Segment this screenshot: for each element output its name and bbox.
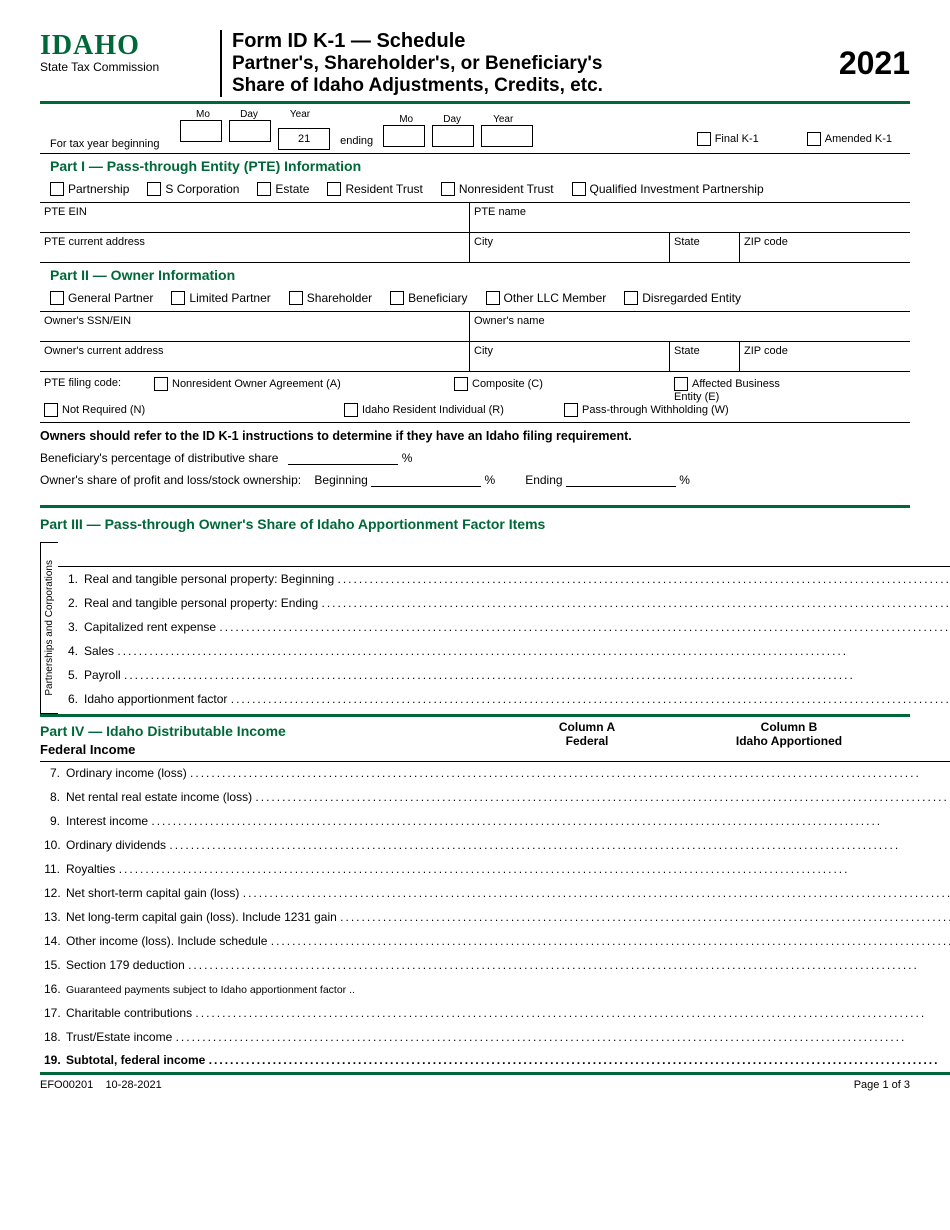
ending-pct-input[interactable]	[566, 473, 676, 487]
owner-share-row: Owner's share of profit and loss/stock o…	[40, 469, 910, 508]
part3-header: Part III — Pass-through Owner's Share of…	[40, 508, 910, 542]
title-line3: Share of Idaho Adjustments, Credits, etc…	[232, 75, 839, 97]
code-n-checkbox[interactable]	[44, 403, 58, 417]
code-w-checkbox[interactable]	[564, 403, 578, 417]
begin-day-input[interactable]	[229, 120, 271, 142]
part1-entity-types: PartnershipS CorporationEstateResident T…	[40, 178, 910, 203]
beneficiary-pct-input[interactable]	[288, 451, 398, 465]
filing-code-row: PTE filing code: Nonresident Owner Agree…	[40, 372, 910, 423]
owner-type-checkbox[interactable]	[390, 291, 404, 305]
owner-name-label[interactable]: Owner's name	[470, 312, 910, 341]
part2-owner-types: General PartnerLimited PartnerShareholde…	[40, 287, 910, 312]
part4-header: Part IV — Idaho Distributable Income	[40, 720, 466, 742]
form-title: Form ID K-1 — Schedule Partner's, Shareh…	[220, 30, 839, 97]
pte-address-label[interactable]: PTE current address	[40, 233, 470, 262]
form-header: IDAHO State Tax Commission Form ID K-1 —…	[40, 30, 910, 104]
filing-instruction: Owners should refer to the ID K-1 instru…	[40, 423, 910, 447]
ending-label: ending	[340, 135, 373, 147]
pte-name-label[interactable]: PTE name	[470, 203, 910, 232]
logo-text: IDAHO	[40, 30, 220, 62]
code-a-checkbox[interactable]	[154, 377, 168, 391]
entity-type-checkbox[interactable]	[147, 182, 161, 196]
owner-type-checkbox[interactable]	[171, 291, 185, 305]
owner-state-label[interactable]: State	[670, 342, 740, 371]
begin-mo-input[interactable]	[180, 120, 222, 142]
logo: IDAHO State Tax Commission	[40, 30, 220, 74]
beneficiary-pct-row: Beneficiary's percentage of distributive…	[40, 447, 910, 469]
entity-type-checkbox[interactable]	[257, 182, 271, 196]
owner-type-checkbox[interactable]	[486, 291, 500, 305]
part4-table: 7.Ordinary income (loss) 78.Net rental r…	[40, 761, 950, 1075]
part3-table: Partnerships and Corporations Total Idah…	[40, 542, 910, 714]
page-footer: EFO00201 10-28-2021 Page 1 of 3	[40, 1075, 910, 1091]
date-row: For tax year beginning MoDayYear 21 endi…	[40, 106, 910, 154]
owner-zip-label[interactable]: ZIP code	[740, 342, 910, 371]
owner-ssn-label[interactable]: Owner's SSN/EIN	[40, 312, 470, 341]
code-r-checkbox[interactable]	[344, 403, 358, 417]
owner-type-checkbox[interactable]	[50, 291, 64, 305]
begin-year-input[interactable]: 21	[278, 128, 330, 150]
tax-year: 2021	[839, 45, 910, 82]
code-c-checkbox[interactable]	[454, 377, 468, 391]
owner-type-checkbox[interactable]	[289, 291, 303, 305]
beginning-pct-input[interactable]	[371, 473, 481, 487]
end-mo-input[interactable]	[383, 125, 425, 147]
amended-k1-checkbox[interactable]	[807, 132, 821, 146]
end-day-input[interactable]	[432, 125, 474, 147]
pte-city-label[interactable]: City	[470, 233, 670, 262]
entity-type-checkbox[interactable]	[441, 182, 455, 196]
owner-type-checkbox[interactable]	[624, 291, 638, 305]
title-line1: Form ID K-1 — Schedule	[232, 30, 839, 53]
part4-subtitle: Federal Income	[40, 742, 466, 761]
part3-side-label: Partnerships and Corporations	[40, 542, 58, 714]
entity-type-checkbox[interactable]	[572, 182, 586, 196]
part1-header: Part I — Pass-through Entity (PTE) Infor…	[40, 154, 910, 178]
logo-subtitle: State Tax Commission	[40, 60, 220, 74]
owner-city-label[interactable]: City	[470, 342, 670, 371]
final-k1-checkbox[interactable]	[697, 132, 711, 146]
title-line2: Partner's, Shareholder's, or Beneficiary…	[232, 53, 839, 75]
beginning-label: For tax year beginning	[50, 138, 159, 150]
entity-type-checkbox[interactable]	[50, 182, 64, 196]
part2-header: Part II — Owner Information	[40, 263, 910, 287]
entity-type-checkbox[interactable]	[327, 182, 341, 196]
pte-ein-label[interactable]: PTE EIN	[40, 203, 470, 232]
pte-zip-label[interactable]: ZIP code	[740, 233, 910, 262]
code-e-checkbox[interactable]	[674, 377, 688, 391]
end-year-input[interactable]	[481, 125, 533, 147]
pte-state-label[interactable]: State	[670, 233, 740, 262]
owner-address-label[interactable]: Owner's current address	[40, 342, 470, 371]
part4-header-row: Part IV — Idaho Distributable Income Fed…	[40, 714, 910, 761]
